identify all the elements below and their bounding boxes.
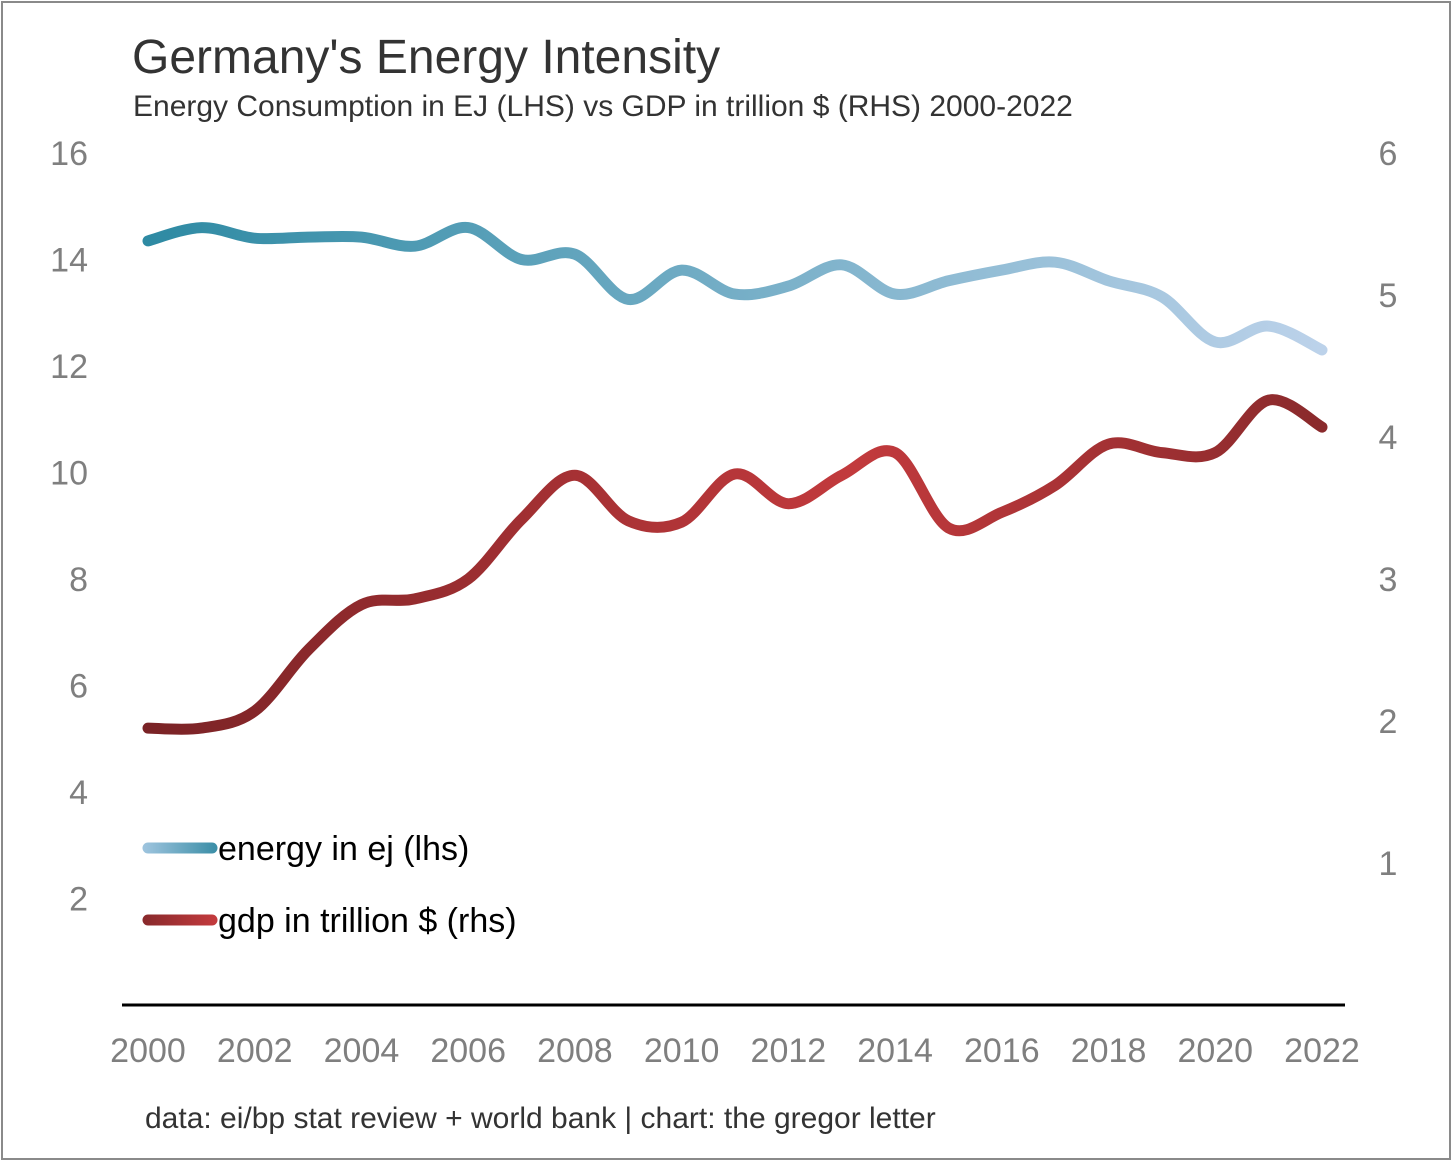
x-tick-label: 2018 <box>1071 1032 1147 1070</box>
x-tick-label: 2022 <box>1284 1032 1360 1070</box>
gdp-series-line <box>142 394 1328 735</box>
left-axis-ticks: 2 4 6 8 10 12 14 16 <box>50 135 88 919</box>
left-tick-label: 10 <box>50 455 88 493</box>
right-tick-label: 6 <box>1379 135 1398 173</box>
x-tick-label: 2008 <box>537 1032 613 1070</box>
x-tick-label: 2002 <box>217 1032 293 1070</box>
left-tick-label: 4 <box>69 774 88 812</box>
legend: energy in ej (lhs) gdp in trillion $ (rhs… <box>142 830 517 940</box>
x-tick-label: 2012 <box>751 1032 827 1070</box>
x-tick-label: 2020 <box>1177 1032 1253 1070</box>
x-tick-label: 2016 <box>964 1032 1040 1070</box>
right-tick-label: 4 <box>1379 419 1398 457</box>
x-tick-label: 2006 <box>430 1032 506 1070</box>
x-tick-label: 2004 <box>324 1032 400 1070</box>
left-tick-label: 14 <box>50 242 88 280</box>
right-tick-label: 5 <box>1379 277 1398 315</box>
x-tick-label: 2000 <box>110 1032 186 1070</box>
x-axis-ticks: 2000 2002 2004 2006 2008 2010 2012 2014 2016 2018… <box>110 1032 1360 1070</box>
right-tick-label: 3 <box>1379 561 1398 599</box>
left-tick-label: 2 <box>69 881 88 919</box>
left-tick-label: 8 <box>69 561 88 599</box>
x-tick-label: 2010 <box>644 1032 720 1070</box>
energy-legend-label: energy in ej (lhs) <box>218 830 469 868</box>
right-tick-label: 1 <box>1379 845 1398 883</box>
gdp-legend-label: gdp in trillion $ (rhs) <box>218 902 517 940</box>
series-layer <box>142 222 1328 735</box>
left-tick-label: 16 <box>50 135 88 173</box>
left-tick-label: 12 <box>50 348 88 386</box>
chart-subtitle: Energy Consumption in EJ (LHS) vs GDP in… <box>133 90 1073 123</box>
x-tick-label: 2014 <box>857 1032 933 1070</box>
right-tick-label: 2 <box>1379 703 1398 741</box>
chart-title: Germany's Energy Intensity <box>132 31 721 84</box>
left-tick-label: 6 <box>69 668 88 706</box>
right-axis-ticks: 1 2 3 4 5 6 <box>1379 135 1398 883</box>
energy-series-line <box>142 222 1328 356</box>
chart-source-note: data: ei/bp stat review + world bank | c… <box>145 1102 936 1135</box>
